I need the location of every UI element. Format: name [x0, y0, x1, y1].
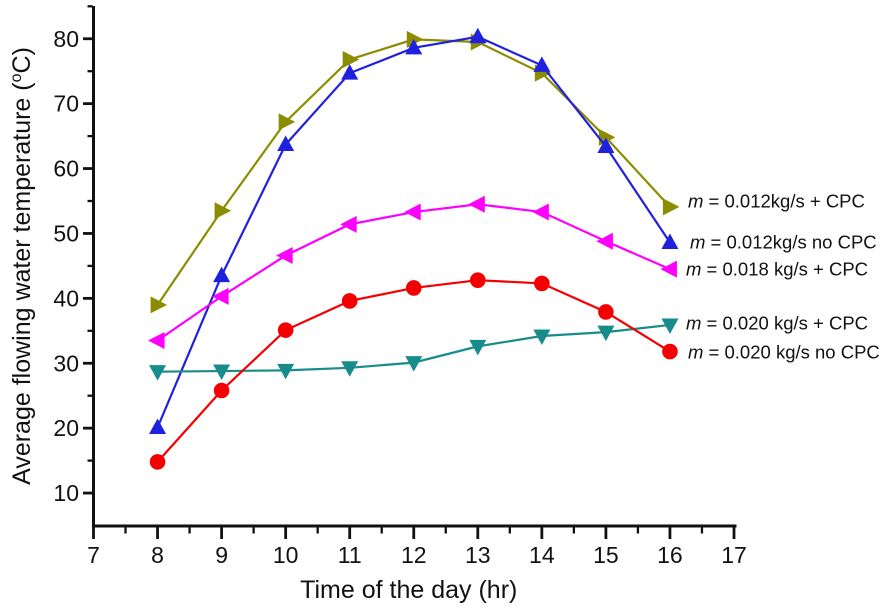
series-3 [149, 318, 679, 381]
data-point-triangle-left [596, 232, 613, 250]
data-point-triangle-right [278, 113, 296, 131]
x-tick-label: 16 [657, 542, 683, 568]
x-tick-label: 11 [338, 542, 362, 568]
data-point-triangle-down [405, 356, 423, 372]
data-point-circle [598, 304, 614, 320]
data-point-circle [405, 280, 422, 296]
x-tick-label: 17 [721, 542, 747, 568]
data-point-circle [277, 322, 294, 338]
data-point-triangle-up [661, 233, 679, 250]
data-point-triangle-down [341, 361, 359, 377]
series-line-2 [156, 203, 671, 342]
data-point-triangle-down [533, 329, 551, 345]
x-axis-title: Time of the day (hr) [300, 576, 517, 604]
series-0 [150, 30, 680, 314]
axes: 10 20 30 40 50 60 70 80 7 8 9 10 11 12 13 14 15 16 17 [53, 5, 747, 568]
data-point-triangle-down [661, 318, 679, 334]
x-tick-label: 15 [593, 542, 619, 568]
data-point-triangle-right [214, 202, 232, 220]
data-point-circle [470, 272, 486, 288]
data-point-triangle-up [277, 135, 295, 152]
series-legend-label-1: m = 0.012kg/s no CPC [690, 232, 877, 253]
data-point-triangle-down [149, 365, 167, 381]
series-line-0 [156, 38, 671, 306]
x-tick-label: 12 [401, 542, 427, 568]
data-point-triangle-down [277, 363, 295, 380]
x-tick-label: 7 [87, 542, 100, 568]
data-point-triangle-up [213, 266, 231, 283]
data-point-circle [534, 275, 550, 292]
y-tick-label: 80 [53, 26, 79, 52]
data-point-triangle-left [340, 215, 357, 233]
series-4 [149, 272, 678, 470]
data-point-triangle-up [405, 38, 423, 55]
data-point-circle [149, 454, 166, 470]
series-1 [149, 27, 679, 435]
y-tick-label: 40 [53, 285, 79, 311]
x-tick-label: 14 [529, 542, 555, 568]
data-point-circle [213, 382, 230, 399]
data-point-triangle-up [597, 137, 615, 153]
x-tick-label: 8 [151, 542, 164, 568]
data-point-triangle-up [469, 27, 487, 44]
data-point-triangle-up [149, 418, 167, 435]
data-point-triangle-right [150, 296, 168, 314]
series-legend-label-2: m = 0.018 kg/s + CPC [686, 259, 868, 280]
series-legend-label-4: m = 0.020 kg/s no CPC [688, 342, 880, 363]
data-point-triangle-left [276, 247, 293, 265]
data-point-circle [341, 293, 358, 309]
y-tick-label: 20 [53, 415, 79, 441]
data-point-triangle-left [532, 203, 549, 221]
series-legend-label-0: m = 0.012kg/s + CPC [688, 191, 865, 212]
y-tick-label: 30 [53, 350, 79, 376]
data-point-triangle-left [148, 332, 165, 350]
y-tick-label: 50 [53, 220, 79, 246]
y-axis-title: Average flowing water temperature (oC) [8, 47, 36, 485]
data-point-triangle-left [468, 195, 485, 213]
data-point-triangle-right [342, 51, 360, 69]
y-tick-label: 60 [53, 156, 79, 182]
data-point-triangle-right [406, 30, 424, 48]
x-tick-label: 9 [215, 542, 228, 568]
data-point-circle [662, 343, 678, 360]
data-point-triangle-down [597, 325, 615, 342]
data-point-triangle-up [533, 56, 551, 72]
data-point-triangle-left [660, 260, 677, 278]
y-tick-label: 70 [53, 91, 79, 117]
data-point-triangle-left [404, 203, 421, 221]
data-point-triangle-down [213, 364, 231, 381]
x-tick-label: 10 [273, 542, 299, 568]
series-2 [148, 195, 677, 350]
series-legend-label-3: m = 0.020 kg/s + CPC [686, 313, 868, 334]
data-point-triangle-right [662, 198, 680, 216]
x-tick-label: 13 [465, 542, 491, 568]
data-point-triangle-up [341, 64, 359, 80]
data-point-triangle-down [469, 339, 487, 356]
y-tick-label: 10 [53, 480, 79, 506]
data-point-triangle-left [212, 287, 229, 305]
